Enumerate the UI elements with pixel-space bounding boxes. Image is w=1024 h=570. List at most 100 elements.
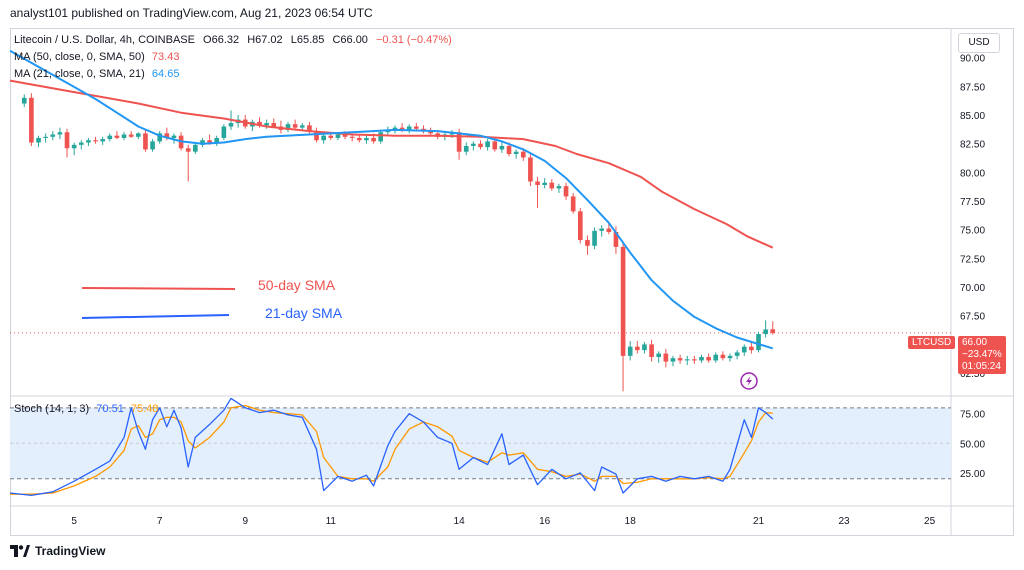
candle (528, 154, 533, 187)
candle (292, 119, 298, 129)
stoch-legend[interactable]: Stoch (14, 1, 3) 70.51 75.48 (14, 403, 158, 415)
candle-body (749, 346, 754, 351)
candle (29, 93, 34, 146)
candle-body (193, 144, 198, 152)
candle (585, 235, 590, 255)
sma21-annotation: 21-day SMA (265, 305, 343, 321)
candle (421, 125, 426, 134)
candle-body (613, 231, 619, 247)
candle-body (264, 123, 269, 126)
candle-body (21, 97, 27, 104)
ticker-tag: LTCUSD (908, 336, 956, 349)
candle-body (414, 126, 419, 129)
candle-body (684, 359, 690, 361)
price-tick-label: 80.00 (960, 168, 985, 179)
candle (157, 131, 163, 144)
candle-body (556, 186, 562, 189)
candle-body (150, 141, 155, 150)
candle (635, 340, 640, 354)
time-tick-label: 18 (625, 516, 637, 527)
ma21-legend[interactable]: MA (21, close, 0, SMA, 21) 64.65 (14, 68, 179, 80)
candle-body (257, 121, 262, 126)
candle (606, 222, 612, 235)
candle-body (585, 240, 590, 246)
candle-body (499, 145, 505, 150)
candle (720, 351, 726, 361)
candles-layer (21, 93, 776, 392)
low-value: L65.85 (290, 34, 325, 46)
last-price: 66.00 (962, 337, 988, 348)
candle (121, 132, 127, 141)
price-tick-label: 77.50 (960, 197, 985, 208)
candle-body (271, 123, 277, 127)
stoch-k-line (9, 397, 774, 497)
ma50-label: MA (50, close, 0, SMA, 50) (14, 51, 145, 63)
stoch-d-value: 75.48 (130, 403, 159, 415)
time-tick-label: 23 (839, 516, 851, 527)
candle-body (371, 137, 376, 142)
candle (592, 227, 597, 250)
candle (713, 352, 719, 363)
candle (741, 344, 747, 356)
candle (677, 354, 683, 364)
candle (71, 142, 77, 156)
candle (620, 243, 626, 392)
candle-body (285, 124, 291, 130)
candle (670, 355, 676, 367)
candle-body (164, 133, 170, 138)
candle (756, 331, 761, 353)
candle (21, 94, 27, 107)
candle (577, 207, 583, 244)
candle-body (228, 123, 234, 127)
candle (43, 133, 48, 143)
candle (727, 353, 733, 362)
candle (250, 119, 255, 132)
candle-body (364, 137, 369, 141)
candle-body (692, 359, 697, 361)
stoch-k-value: 70.51 (96, 403, 124, 415)
high-value: H67.02 (247, 34, 283, 46)
lightning-icon[interactable] (740, 372, 758, 390)
candle-body (592, 230, 597, 246)
stoch-tick-label: 25.00 (960, 469, 985, 480)
candle-body (171, 135, 177, 138)
candle-body (513, 151, 519, 155)
time-tick-label: 9 (242, 516, 248, 527)
candle-body (43, 136, 48, 138)
sma50-annotation-line (81, 287, 236, 290)
stochastic-layer (9, 397, 951, 497)
candle-body (706, 357, 711, 361)
candle-body (307, 125, 312, 132)
currency-button[interactable]: USD (958, 33, 1000, 53)
time-tick-label: 16 (539, 516, 551, 527)
candle (642, 342, 647, 354)
candle (763, 320, 768, 338)
candle (663, 348, 669, 368)
tradingview-logo[interactable]: TradingView (10, 544, 105, 558)
candle-body (727, 355, 733, 359)
ma50-legend[interactable]: MA (50, close, 0, SMA, 50) 73.43 (14, 51, 179, 63)
candle-body (770, 329, 776, 333)
time-tick-label: 14 (454, 516, 466, 527)
candle (485, 139, 490, 151)
candle-body (185, 148, 191, 152)
candle-body (121, 134, 127, 138)
candle-body (485, 141, 490, 148)
candle-body (207, 140, 212, 143)
candle-body (599, 228, 605, 231)
candle-body (71, 144, 77, 149)
candle (78, 140, 84, 150)
close-value: C66.00 (332, 34, 368, 46)
candle-body (321, 135, 326, 141)
candle (599, 225, 605, 237)
ma21-line (9, 49, 774, 350)
candle-body (93, 140, 98, 142)
candle-body (349, 136, 355, 138)
candle (50, 131, 56, 141)
candle-body (57, 132, 63, 135)
candle (734, 350, 740, 360)
symbol-legend[interactable]: Litecoin / U.S. Dollar, 4h, COINBASE O66… (14, 34, 452, 46)
time-tick-label: 21 (753, 516, 765, 527)
candle (100, 136, 105, 145)
